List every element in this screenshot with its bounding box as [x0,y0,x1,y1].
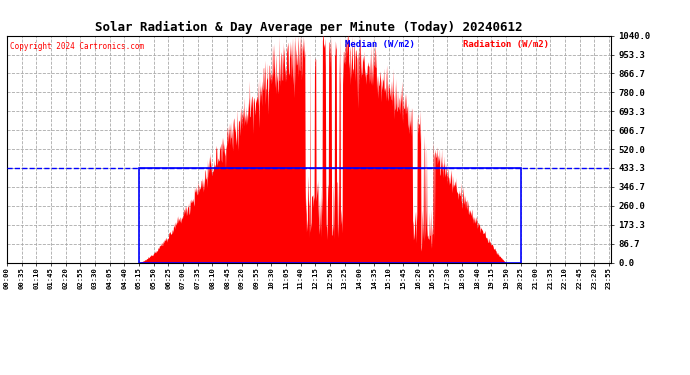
Text: Copyright 2024 Cartronics.com: Copyright 2024 Cartronics.com [10,42,144,51]
Bar [139,168,521,262]
Title: Solar Radiation & Day Average per Minute (Today) 20240612: Solar Radiation & Day Average per Minute… [95,21,522,34]
Text: Median (W/m2): Median (W/m2) [345,40,415,49]
Text: Radiation (W/m2): Radiation (W/m2) [463,40,549,49]
